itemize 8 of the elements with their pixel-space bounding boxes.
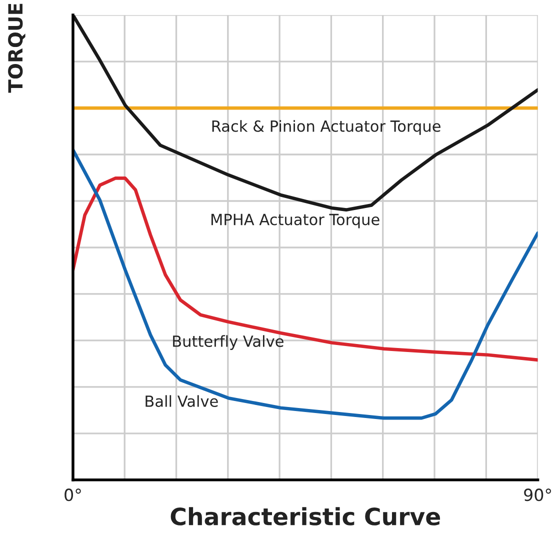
y-axis-title: TORQUE [8,4,26,93]
x-tick-label: 90° [524,488,551,502]
series-label: Ball Valve [146,395,218,407]
x-tick-label: 0° [64,488,81,502]
x-axis-title: Characteristic Curve [170,507,440,526]
series-label: Rack & Pinion Actuator Torque [212,120,440,135]
series-label: Butterfly Valve [173,335,284,350]
series-label: MPHA Actuator Torque [211,214,380,228]
